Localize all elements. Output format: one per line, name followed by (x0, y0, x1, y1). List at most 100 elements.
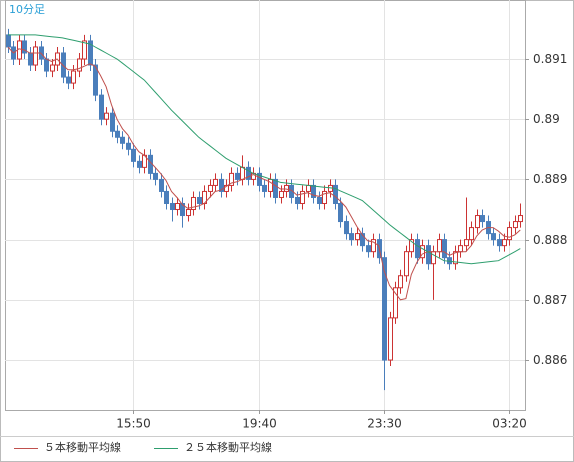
candle-body (366, 245, 371, 253)
candle-body (104, 112, 109, 120)
candle-body (186, 209, 191, 217)
x-tick-label: 19:40 (242, 417, 277, 431)
candle-body (61, 52, 66, 78)
candle-body (333, 184, 338, 204)
candle-body (415, 239, 420, 259)
candle-body (317, 196, 322, 204)
candle-body (93, 64, 98, 96)
candle-body (502, 239, 507, 247)
candle-body (88, 40, 93, 66)
candle-body (306, 184, 311, 192)
candle-body (180, 202, 185, 217)
y-tick-label: 0.889 (533, 172, 567, 186)
x-tick-label: 23:30 (367, 417, 402, 431)
candle-body (6, 34, 11, 48)
candle-body (404, 251, 409, 277)
chart-title: 10分足 (9, 3, 45, 16)
candle-body (420, 245, 425, 259)
candle-body (44, 58, 49, 72)
candle-body (224, 184, 229, 192)
candle-body (257, 172, 262, 186)
candle-body (360, 233, 365, 247)
y-tick-label: 0.887 (533, 293, 567, 307)
candle-body (164, 190, 169, 204)
candle-body (284, 184, 289, 192)
y-tick-label: 0.888 (533, 233, 567, 247)
candle-body (322, 190, 327, 204)
candle-body (409, 239, 414, 253)
candle-body (273, 178, 278, 198)
candle-body (355, 233, 360, 241)
candle-body (311, 184, 316, 198)
candle-body (153, 172, 158, 180)
candle-body (120, 136, 125, 144)
candle-body (497, 239, 502, 247)
candle-body (219, 178, 224, 192)
candle-body (279, 190, 284, 198)
y-tick-label: 0.89 (533, 112, 560, 126)
candle-body (66, 76, 71, 84)
candle-body (426, 245, 431, 265)
candle-body (513, 221, 518, 229)
x-tick-label: 15:50 (116, 417, 151, 431)
candle-body (137, 160, 142, 168)
candle-body (50, 64, 55, 72)
candle-body (126, 142, 131, 150)
marks (6, 28, 523, 391)
candle-body (464, 239, 469, 247)
candle-body (246, 166, 251, 180)
candle-body (300, 190, 305, 204)
candle-body (491, 233, 496, 241)
y-tick-label: 0.891 (533, 52, 567, 66)
candle-body (213, 178, 218, 186)
candle-body (469, 227, 474, 241)
candle-body (197, 196, 202, 204)
x-tick-label: 03:20 (492, 417, 527, 431)
candle-body (344, 221, 349, 235)
candle-body (191, 196, 196, 211)
candle-body (235, 172, 240, 180)
candle-body (371, 239, 376, 253)
candle-body (77, 58, 82, 72)
candle-body (382, 257, 387, 361)
candle-body (175, 202, 180, 211)
candle-body (453, 251, 458, 265)
candle-body (115, 130, 120, 138)
candle-body (22, 40, 27, 54)
plot-area (5, 0, 526, 411)
candle-body (442, 239, 447, 259)
candle-body (393, 287, 398, 319)
candle-body (99, 94, 104, 120)
candle-body (458, 245, 463, 253)
moving-average-line (8, 34, 521, 265)
candle-body (159, 178, 164, 192)
candle-body (33, 46, 38, 66)
candle-body (338, 202, 343, 223)
candle-body (110, 112, 115, 132)
candle-body (262, 184, 267, 192)
candle-body (437, 239, 442, 253)
candle-body (295, 196, 300, 204)
axes: 0.886 0.887 0.888 0.889 0.89 0.891 15:50 19:40 2… (14, 52, 567, 454)
candle-body (431, 251, 436, 265)
candle-body (240, 166, 245, 180)
candle-body (170, 202, 175, 211)
candle-body (475, 215, 480, 229)
candle-body (131, 148, 136, 162)
candle-body (208, 184, 213, 192)
moving-average-line (7, 46, 521, 301)
legend-label: ２５本移動平均線 (184, 440, 272, 454)
candle-body (229, 172, 234, 186)
candle-body (82, 40, 87, 60)
grid (5, 0, 525, 410)
candle-body (349, 233, 354, 241)
candle-body (28, 52, 33, 66)
candle-body (398, 275, 403, 289)
candle-body (71, 70, 76, 84)
legend-label: ５本移動平均線 (44, 440, 121, 454)
candle-body (388, 317, 393, 361)
y-tick-label: 0.886 (533, 353, 567, 367)
candle-body (507, 227, 512, 241)
candle-body (480, 215, 485, 223)
